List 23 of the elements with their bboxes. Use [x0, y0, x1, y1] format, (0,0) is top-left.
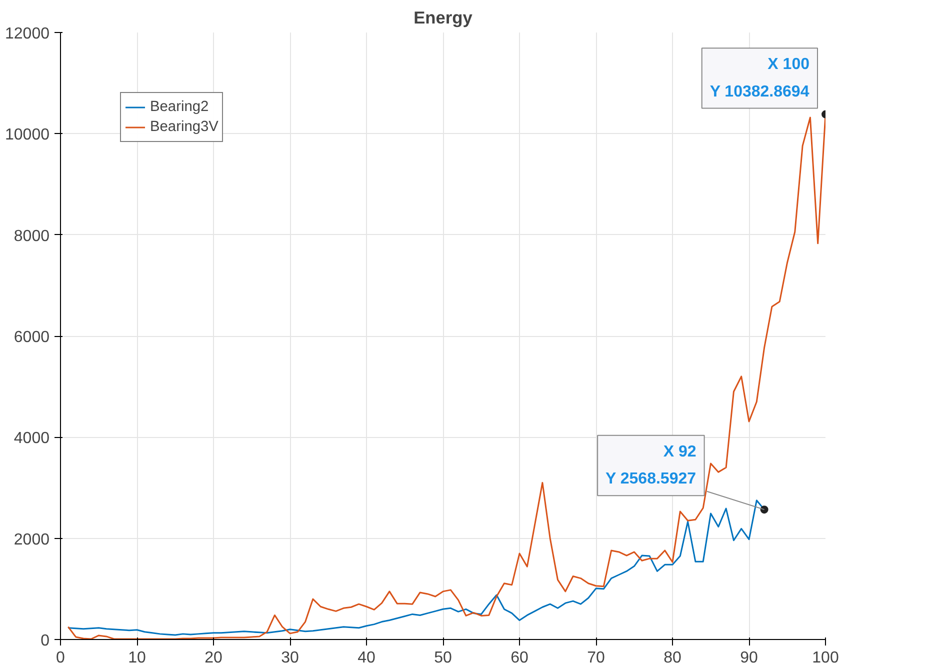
- y-tick-label: 6000: [14, 329, 50, 346]
- x-tick-label: 20: [204, 650, 222, 666]
- annotation: X 92 Y 2568.5927: [606, 443, 696, 488]
- x-tick-label: 40: [358, 650, 376, 666]
- legend-label: Bearing2: [150, 99, 209, 115]
- y-tick-label: 0: [40, 632, 50, 650]
- x-tick-label: 100: [812, 650, 839, 666]
- x-tick-label: 60: [510, 650, 528, 666]
- x-tick-label: 50: [434, 650, 452, 666]
- x-tick-label: 90: [740, 650, 758, 666]
- y-tick-label: 8000: [14, 228, 50, 245]
- x-tick-label: 80: [664, 650, 682, 666]
- x-tick-label: 30: [281, 650, 299, 666]
- y-tick-label: 10000: [5, 126, 50, 144]
- x-tick-label: 70: [587, 650, 605, 666]
- y-tick-label: 12000: [5, 26, 50, 42]
- annotation: X 100 Y 10382.8694: [710, 56, 810, 100]
- x-tick-label: 0: [56, 650, 66, 666]
- chart-title: Energy: [414, 8, 473, 28]
- y-tick-label: 2000: [14, 531, 50, 548]
- legend-label: Bearing3V: [150, 119, 218, 135]
- y-tick-label: 4000: [14, 430, 50, 448]
- x-tick-label: 10: [128, 650, 146, 666]
